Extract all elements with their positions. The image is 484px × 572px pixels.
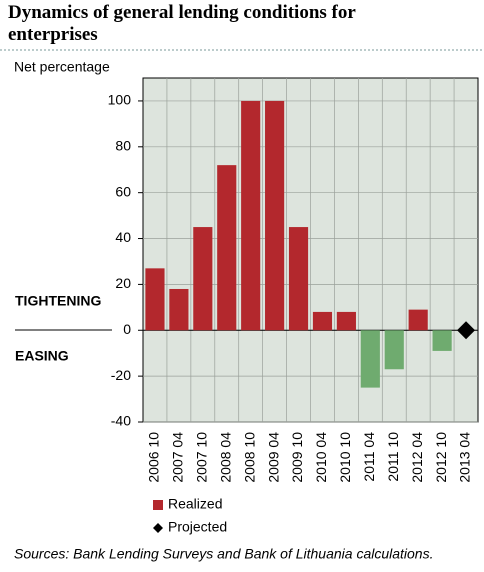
- bar: [384, 330, 404, 370]
- marker: [457, 321, 476, 340]
- y-tick-label: -20: [111, 367, 131, 383]
- y-tick-label: 0: [123, 321, 131, 337]
- legend-marker: [153, 523, 163, 533]
- x-tick-label: 2012 04: [409, 432, 425, 483]
- bar: [217, 165, 237, 331]
- bar: [360, 330, 380, 388]
- x-tick-label: 2009 04: [265, 432, 281, 483]
- x-tick-label: 2007 10: [194, 432, 210, 483]
- y-axis-label: Net percentage: [14, 59, 110, 75]
- x-tick-label: 2012 10: [433, 432, 449, 483]
- x-tick-label: 2011 04: [361, 432, 377, 482]
- bar: [241, 100, 261, 331]
- bar: [265, 100, 285, 331]
- y-tick-label: 100: [108, 92, 132, 108]
- legend-swatch: [153, 500, 163, 510]
- y-tick-label: 60: [115, 183, 131, 199]
- y-tick-label: 80: [115, 138, 131, 154]
- x-tick-label: 2011 10: [385, 432, 401, 482]
- bar: [193, 227, 213, 331]
- x-tick-label: 2006 10: [146, 432, 162, 483]
- legend-label: Projected: [168, 519, 227, 535]
- bar: [169, 288, 189, 331]
- y-tick-label: 20: [115, 275, 131, 291]
- y-tick-label: 40: [115, 229, 131, 245]
- x-tick-label: 2008 10: [241, 432, 257, 483]
- y-tick-label: -40: [111, 413, 131, 429]
- x-tick-label: 2009 10: [289, 432, 305, 483]
- annotation: TIGHTENING: [15, 293, 101, 309]
- bar: [336, 311, 356, 331]
- annotation: EASING: [15, 348, 69, 364]
- chart-title: Dynamics of general lending conditions f…: [8, 2, 356, 45]
- bar: [312, 311, 333, 331]
- bar: [408, 309, 428, 331]
- bar: [145, 268, 165, 331]
- x-tick-label: 2010 10: [337, 432, 353, 483]
- x-tick-label: 2007 04: [170, 432, 186, 483]
- bar: [432, 330, 452, 351]
- x-tick-label: 2008 04: [217, 432, 233, 483]
- bar: [288, 227, 309, 331]
- legend-label: Realized: [168, 496, 222, 512]
- source: Sources: Bank Lending Surveys and Bank o…: [14, 546, 434, 562]
- x-tick-label: 2013 04: [457, 432, 473, 483]
- x-tick-label: 2010 04: [313, 432, 329, 483]
